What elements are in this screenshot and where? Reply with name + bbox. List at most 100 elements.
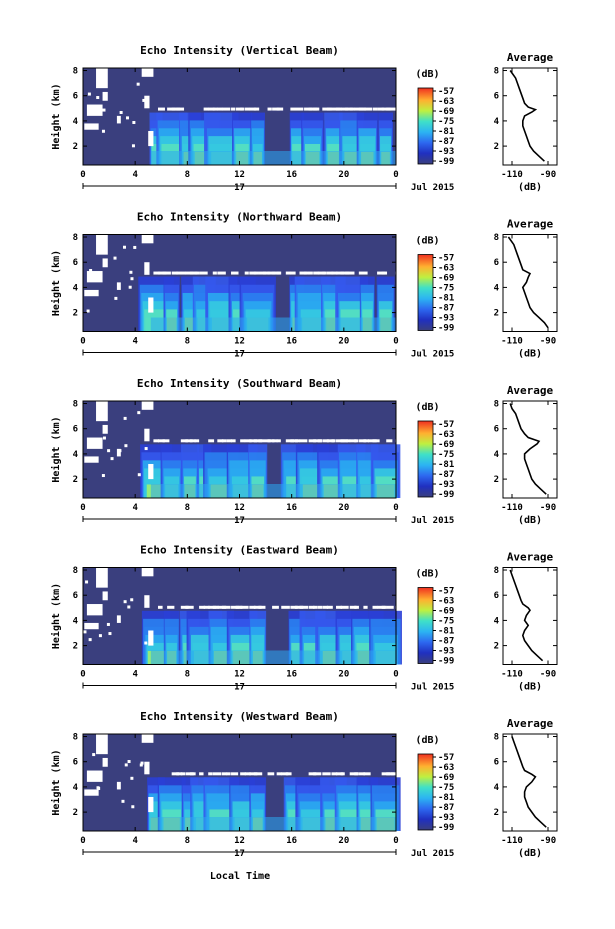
x-tick-label: 8 (185, 337, 190, 347)
colorbar-tick-label: -69 (438, 440, 454, 450)
layer-speck (185, 271, 194, 275)
layer-speck (345, 271, 351, 275)
layer-speck (354, 772, 359, 776)
missing-data (96, 96, 100, 100)
layer-speck (331, 772, 338, 776)
colorbar-tick-label: -99 (438, 823, 454, 833)
missing-data (122, 245, 126, 249)
layer-speck (180, 772, 185, 776)
layer-speck (326, 271, 334, 275)
missing-data (123, 416, 127, 420)
layer-speck (231, 439, 236, 443)
layer-speck (249, 439, 258, 443)
layer-speck (317, 271, 326, 275)
panel-title: Echo Intensity (Vertical Beam) (140, 44, 339, 57)
missing-data (110, 457, 114, 461)
profile-line (509, 569, 544, 662)
layer-speck (336, 271, 344, 275)
y-tick-label: 6 (73, 425, 78, 435)
profile-y-tick-label: 6 (494, 425, 499, 435)
layer-speck (372, 107, 378, 111)
profile-y-tick-label: 6 (494, 258, 499, 268)
missing-data (96, 398, 108, 422)
profile-y-tick-label: 2 (494, 808, 499, 818)
layer-speck (212, 271, 217, 275)
profile-y-tick-label: 8 (494, 67, 499, 77)
missing-data (144, 262, 150, 275)
layer-speck (304, 271, 310, 275)
missing-data (92, 290, 96, 294)
layer-speck (354, 107, 364, 111)
profile-x-tick-label: -110 (501, 503, 523, 513)
profile-y-tick-label: 2 (494, 142, 499, 152)
layer-speck (267, 772, 275, 776)
layer-speck (189, 271, 198, 275)
layer-speck (372, 605, 378, 609)
y-tick-label: 4 (73, 783, 79, 793)
layer-speck (267, 107, 272, 111)
colorbar-tick-label: -99 (438, 324, 454, 334)
layer-speck (290, 271, 296, 275)
layer-speck (322, 107, 331, 111)
profile-x-label: (dB) (518, 848, 542, 859)
layer-speck (203, 605, 210, 609)
y-axis-label: Height (km) (50, 749, 62, 815)
profile-title: Average (507, 384, 554, 397)
layer-speck (244, 107, 250, 111)
layer-speck (294, 605, 304, 609)
panel-2: Echo Intensity (Southward Beam)0 4 8 12 16 20… (50, 377, 558, 526)
layer-speck (262, 271, 270, 275)
profile-x-tick-label: -90 (540, 670, 556, 680)
x-tick-label: 20 (338, 836, 349, 846)
layer-speck (221, 772, 228, 776)
colorbar-tick-label: -81 (438, 127, 454, 137)
layer-speck (381, 107, 391, 111)
colorbar-tick-label: -87 (438, 470, 454, 480)
profile-y-tick-label: 8 (494, 233, 499, 243)
layer-speck (258, 439, 264, 443)
layer-speck (240, 605, 249, 609)
profile-x-label: (dB) (518, 182, 542, 193)
layer-speck (235, 605, 243, 609)
layer-speck (189, 772, 196, 776)
y-tick-label: 4 (73, 450, 79, 460)
x-tick-label: 0 (80, 170, 85, 180)
colorbar (417, 420, 434, 498)
layer-speck (308, 107, 318, 111)
profile-y-tick-label: 2 (494, 642, 499, 652)
x-tick-label: 12 (234, 670, 245, 680)
layer-speck (349, 271, 355, 275)
x-tick-label: 12 (234, 503, 245, 513)
profile-x-tick-label: -90 (540, 170, 556, 180)
layer-speck (167, 107, 176, 111)
layer-speck (349, 107, 355, 111)
layer-speck (349, 439, 357, 443)
layer-speck (349, 605, 357, 609)
missing-data (96, 731, 108, 755)
date-suffix: Jul 2015 (411, 183, 454, 193)
profile-title: Average (507, 218, 554, 231)
layer-speck (313, 772, 322, 776)
missing-data (108, 632, 112, 636)
layer-speck (249, 605, 256, 609)
layer-speck (349, 772, 358, 776)
missing-data (96, 231, 108, 255)
layer-speck (308, 271, 313, 275)
y-tick-label: 2 (73, 142, 78, 152)
layer-speck (331, 107, 340, 111)
layer-speck (294, 439, 301, 443)
x-tick-label: 0 (80, 670, 85, 680)
colorbar-tick-label: -69 (438, 773, 454, 783)
profile-line (507, 236, 549, 329)
layer-speck (208, 107, 215, 111)
panel-3: Echo Intensity (Eastward Beam) 0 4 8 12 16 20 0… (50, 544, 558, 693)
layer-speck (231, 271, 239, 275)
layer-speck (272, 605, 279, 609)
missing-data (139, 763, 143, 767)
missing-data (116, 615, 121, 623)
missing-data (144, 447, 148, 451)
x-tick-label: 20 (338, 670, 349, 680)
x-tick-label: 12 (234, 836, 245, 846)
missing-data (136, 82, 140, 86)
layer-speck (358, 439, 367, 443)
